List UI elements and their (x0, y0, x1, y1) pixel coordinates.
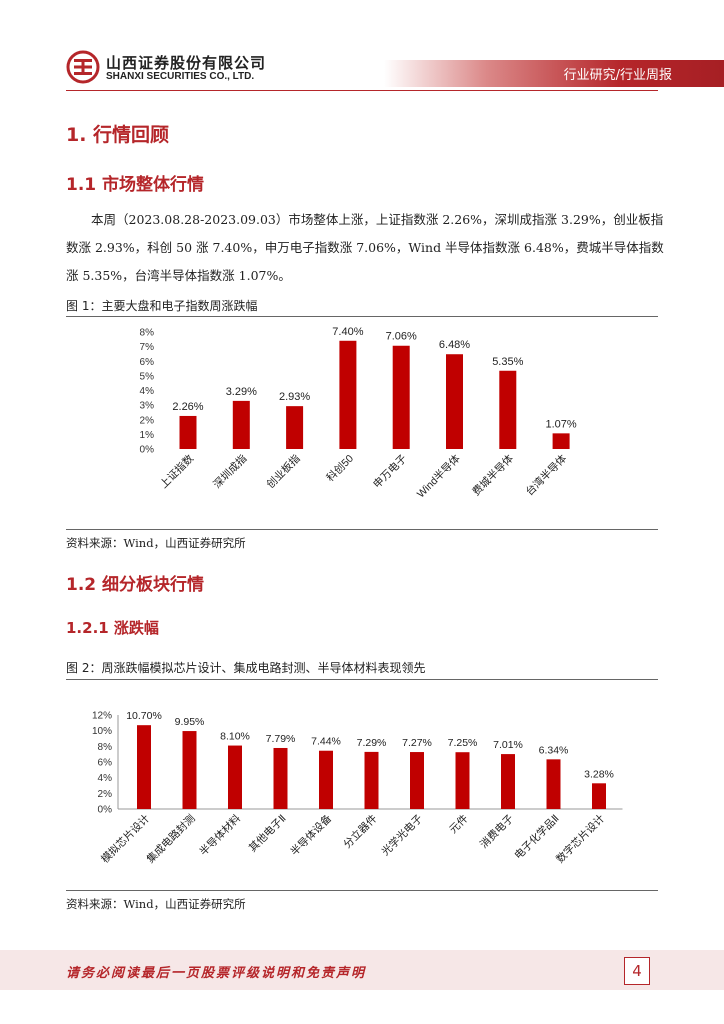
company-name-cn: 山西证券股份有限公司 (106, 54, 267, 72)
figure-1-caption: 图 1：主要大盘和电子指数周涨跌幅 (66, 299, 258, 313)
figure-1-top-rule (66, 316, 658, 317)
data-label: 6.48% (439, 339, 470, 351)
bar (319, 750, 333, 809)
data-label: 3.28% (584, 768, 614, 780)
bar (137, 725, 151, 809)
category-label: 光学光电子 (379, 812, 425, 858)
data-label: 7.40% (332, 326, 363, 338)
shanxi-securities-logo-icon (66, 50, 100, 84)
section-heading-1-2: 1.2 细分板块行情 (66, 575, 205, 595)
category-label: 科创50 (324, 452, 356, 484)
category-label: 元件 (447, 813, 470, 836)
header-band (384, 60, 724, 87)
figure-1-bar-chart: 0% 1% 2% 3% 4% 5% 6% 7% 8% 2.26% 上证指数 3.29% 深圳成指 2.93… (140, 326, 577, 501)
data-label: 2.26% (172, 401, 203, 413)
section-heading-1-2-1: 1.2.1 涨跌幅 (66, 619, 159, 637)
data-label: 1.07% (545, 418, 576, 430)
y-tick-label: 2% (98, 789, 113, 800)
bar (339, 340, 357, 449)
bar (446, 354, 463, 449)
category-label: 集成电路封测 (144, 812, 198, 866)
data-label: 7.01% (493, 739, 523, 751)
section-heading-1-1: 1.1 市场整体行情 (66, 175, 205, 195)
category-label: 上证指数 (157, 452, 196, 491)
data-label: 3.29% (226, 386, 257, 398)
data-label: 10.70% (126, 710, 162, 722)
footer-band (0, 950, 724, 990)
y-tick-label: 5% (140, 371, 155, 382)
category-label: 台湾半导体 (523, 452, 570, 499)
y-tick-label: 3% (140, 401, 155, 412)
figure-2-source: 资料来源：Wind，山西证券研究所 (66, 897, 246, 911)
bar (364, 751, 379, 809)
y-tick-label: 8% (98, 742, 113, 753)
data-label: 7.27% (402, 737, 432, 749)
y-tick-label: 7% (140, 342, 155, 353)
category-label: 申万电子 (370, 452, 409, 491)
bar (455, 752, 470, 809)
y-tick-label: 4% (140, 386, 155, 397)
category-label: 消费电子 (477, 812, 516, 851)
data-label: 9.95% (175, 716, 205, 728)
section-heading-1: 1. 行情回顾 (66, 124, 170, 146)
data-label: 7.29% (357, 737, 387, 749)
bar (232, 400, 250, 449)
figure-2-bottom-rule (66, 890, 658, 891)
bar (546, 759, 561, 809)
y-tick-label: 12% (92, 711, 112, 722)
bar (286, 406, 304, 449)
bar (410, 752, 424, 809)
bar (228, 745, 242, 809)
data-label: 2.93% (279, 391, 310, 403)
figure-1-source: 资料来源：Wind，山西证券研究所 (66, 536, 246, 550)
category-label: Wind半导体 (414, 452, 463, 501)
data-label: 7.06% (386, 331, 417, 343)
category-label: 电子化学品Ⅱ (512, 812, 562, 862)
data-label: 8.10% (220, 731, 250, 743)
category-label: 数字芯片设计 (553, 812, 607, 866)
y-tick-label: 6% (98, 758, 113, 769)
y-tick-label: 2% (140, 415, 155, 426)
category-label: 深圳成指 (211, 452, 250, 491)
bar (501, 754, 515, 809)
bar (392, 345, 410, 449)
category-label: 半导体材料 (197, 812, 244, 859)
bar (499, 370, 517, 449)
figure-2-caption: 图 2：周涨跌幅模拟芯片设计、集成电路封测、半导体材料表现领先 (66, 661, 426, 675)
footer-disclaimer: 请务必阅读最后一页股票评级说明和免责声明 (66, 966, 367, 981)
bar (273, 747, 288, 809)
bar (179, 415, 197, 449)
y-tick-label: 10% (92, 726, 112, 737)
category-label: 其他电子Ⅱ (246, 812, 289, 855)
data-label: 6.34% (539, 744, 569, 756)
data-label: 7.79% (266, 733, 296, 745)
report-type-tag: 行业研究/行业周报 (563, 68, 672, 83)
y-tick-label: 6% (140, 357, 155, 368)
y-tick-label: 1% (140, 430, 155, 441)
figure-1-bottom-rule (66, 529, 658, 530)
data-label: 5.35% (492, 356, 523, 368)
data-label: 7.25% (448, 737, 478, 749)
data-label: 7.44% (311, 736, 341, 748)
y-tick-label: 8% (140, 328, 155, 339)
bar (182, 731, 197, 809)
figure-2-bar-chart: 0%2%4%6%8%10%12% 10.70%模拟芯片设计9.95%集成电路封测8… (92, 710, 623, 866)
category-label: 费城半导体 (470, 452, 517, 499)
page-number: 4 (624, 957, 650, 985)
category-label: 创业板指 (264, 452, 303, 491)
company-name-en: SHANXI SECURITIES CO., LTD. (106, 71, 255, 82)
category-label: 半导体设备 (288, 812, 335, 859)
y-tick-label: 0% (140, 445, 155, 456)
header-divider (66, 90, 658, 91)
bar (552, 433, 570, 449)
y-tick-label: 4% (98, 773, 113, 784)
market-summary-paragraph: 本周（2023.08.28-2023.09.03）市场整体上涨，上证指数涨 2.… (66, 212, 664, 283)
bar (592, 783, 606, 809)
figure-2-top-rule (66, 679, 658, 680)
page-header: 山西证券股份有限公司 SHANXI SECURITIES CO., LTD. 行… (0, 0, 724, 95)
y-tick-label: 0% (98, 805, 113, 816)
category-label: 分立器件 (341, 812, 380, 851)
